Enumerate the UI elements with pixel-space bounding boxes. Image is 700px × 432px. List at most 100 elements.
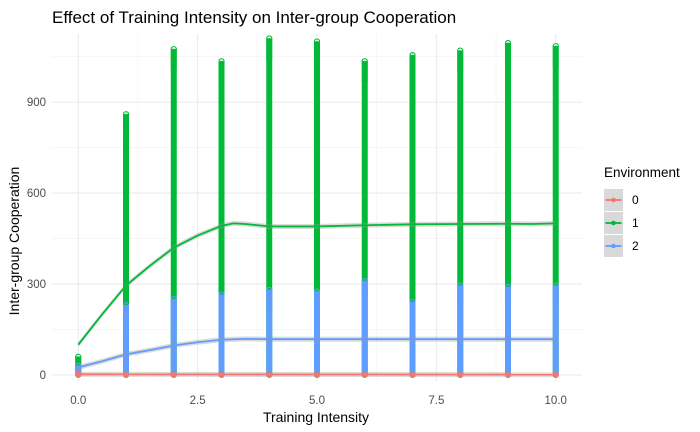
point-column-env-1 bbox=[409, 52, 416, 378]
chart-title: Effect of Training Intensity on Inter-gr… bbox=[52, 8, 456, 27]
point-stack bbox=[314, 291, 320, 375]
data-point bbox=[266, 52, 273, 60]
data-point bbox=[409, 52, 416, 59]
point-stack bbox=[361, 280, 368, 375]
data-point bbox=[504, 301, 512, 308]
x-tick-label: 5.0 bbox=[309, 395, 325, 407]
data-point bbox=[266, 55, 273, 62]
data-point bbox=[552, 282, 559, 289]
data-point bbox=[122, 322, 130, 329]
data-point bbox=[313, 306, 321, 313]
data-point bbox=[266, 304, 273, 311]
y-axis-title: Inter-group Cooperation bbox=[6, 167, 22, 316]
data-point bbox=[266, 287, 273, 294]
data-point bbox=[361, 295, 368, 302]
data-point bbox=[75, 370, 82, 377]
point-column-env-2 bbox=[552, 282, 559, 378]
data-point bbox=[218, 58, 225, 65]
data-point bbox=[218, 78, 225, 85]
smooth-line-env-1 bbox=[77, 222, 556, 346]
data-point bbox=[361, 75, 368, 82]
data-point bbox=[218, 311, 225, 318]
legend-label: 0 bbox=[632, 193, 639, 207]
point-stack bbox=[504, 287, 511, 375]
data-point bbox=[170, 63, 177, 70]
data-point bbox=[409, 319, 416, 326]
point-stack bbox=[361, 61, 368, 375]
data-point bbox=[313, 56, 321, 63]
x-tick-label: 10.0 bbox=[545, 395, 567, 407]
point-stack bbox=[170, 49, 177, 375]
data-point bbox=[170, 66, 177, 73]
point-column-env-2 bbox=[361, 277, 368, 378]
data-point bbox=[504, 284, 512, 291]
smooth-lines bbox=[77, 220, 556, 378]
data-point bbox=[409, 69, 416, 76]
axes: 0.0 2.5 5.0 7.5 10.0 0 300 600 900 bbox=[27, 97, 567, 407]
point-column-env-2 bbox=[504, 284, 512, 378]
data-point bbox=[552, 299, 559, 307]
data-point bbox=[122, 128, 130, 135]
point-stack bbox=[266, 290, 273, 375]
data-points bbox=[75, 35, 559, 378]
data-point bbox=[218, 291, 225, 298]
data-point bbox=[409, 299, 416, 306]
point-stack bbox=[409, 55, 416, 375]
data-point bbox=[504, 60, 512, 67]
x-axis-title: Training Intensity bbox=[263, 409, 369, 425]
data-point bbox=[409, 316, 416, 323]
data-point bbox=[457, 299, 464, 307]
x-tick-label: 0.0 bbox=[70, 395, 86, 407]
data-point bbox=[457, 302, 464, 309]
data-point bbox=[313, 308, 321, 315]
data-point bbox=[361, 297, 368, 305]
data-point bbox=[457, 65, 464, 72]
data-point bbox=[170, 296, 177, 303]
data-point bbox=[266, 307, 273, 314]
y-tick-label: 300 bbox=[27, 279, 46, 291]
point-column-env-1 bbox=[504, 40, 512, 378]
legend-key-point bbox=[611, 220, 616, 226]
point-stack bbox=[170, 299, 177, 375]
data-point bbox=[313, 58, 321, 65]
data-point bbox=[170, 316, 177, 323]
smooth-line-env-2 bbox=[78, 337, 556, 369]
point-stack bbox=[457, 285, 464, 375]
point-stack bbox=[266, 38, 273, 375]
data-point bbox=[552, 60, 559, 67]
point-column-env-0 bbox=[552, 371, 559, 378]
point-column-env-2 bbox=[457, 282, 464, 378]
point-stack bbox=[123, 305, 130, 375]
data-point bbox=[504, 304, 512, 311]
data-point bbox=[170, 46, 177, 53]
data-point bbox=[457, 47, 464, 54]
data-point bbox=[361, 58, 368, 65]
x-tick-label: 2.5 bbox=[190, 395, 206, 407]
point-column-env-2 bbox=[218, 291, 225, 378]
point-stack bbox=[314, 41, 320, 375]
y-tick-label: 900 bbox=[27, 97, 46, 109]
data-point bbox=[313, 38, 321, 45]
point-stack bbox=[552, 285, 559, 375]
data-point bbox=[75, 353, 82, 360]
data-point bbox=[170, 313, 177, 320]
point-stack bbox=[123, 114, 130, 375]
point-column-env-2 bbox=[170, 296, 177, 378]
point-column-env-2 bbox=[122, 302, 130, 378]
point-column-env-2 bbox=[266, 287, 273, 378]
data-point bbox=[122, 111, 130, 118]
point-stack bbox=[504, 43, 511, 375]
data-point bbox=[504, 40, 512, 47]
data-point bbox=[457, 67, 464, 74]
point-stack bbox=[218, 294, 225, 375]
data-point bbox=[457, 282, 464, 289]
data-point bbox=[122, 319, 130, 326]
data-point bbox=[122, 302, 130, 309]
legend-key-point bbox=[611, 197, 616, 203]
point-stack bbox=[552, 46, 559, 375]
data-point bbox=[361, 277, 368, 285]
data-point bbox=[218, 75, 225, 82]
legend: Environment 0 1 2 bbox=[604, 165, 680, 257]
data-point bbox=[313, 288, 321, 295]
point-column-env-2 bbox=[313, 288, 321, 378]
